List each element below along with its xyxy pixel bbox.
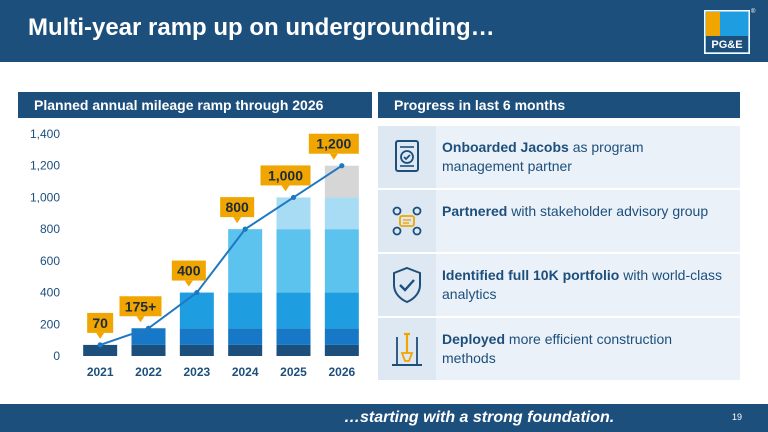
progress-text-bold: Onboarded Jacobs [442, 139, 569, 155]
logo-text: PG&E [711, 39, 742, 51]
bar-segment [83, 344, 118, 356]
progress-icon-cell [378, 126, 436, 188]
x-tick-label: 2022 [135, 365, 162, 379]
checklist-document-icon [395, 140, 419, 172]
data-label: 175+ [125, 298, 157, 314]
x-tick-label: 2021 [87, 365, 114, 379]
bar-segment [324, 229, 359, 293]
trend-point [290, 194, 297, 201]
bar-segment [179, 292, 214, 329]
data-label-box [171, 260, 206, 281]
progress-text: Onboarded Jacobs as program management p… [442, 138, 728, 176]
data-label-box [308, 133, 359, 154]
bar-segment [228, 344, 263, 356]
data-label-pointer [136, 316, 145, 323]
progress-text-bold: Deployed [442, 331, 506, 347]
y-tick-label: 400 [40, 286, 60, 300]
bar-segment [324, 292, 359, 329]
shield-check-icon [393, 266, 421, 304]
bar-segment [276, 292, 311, 329]
bar-segment [228, 292, 263, 329]
y-tick-label: 600 [40, 254, 60, 268]
data-label-pointer [329, 153, 338, 160]
progress-text: Identified full 10K portfolio with world… [442, 266, 728, 304]
bar-segment [324, 328, 359, 345]
progress-text-body: with stakeholder advisory group [507, 203, 709, 219]
progress-row: Onboarded Jacobs as program management p… [378, 126, 740, 188]
progress-text-body: as program management partner [442, 139, 644, 174]
progress-section-title: Progress in last 6 months [378, 92, 740, 118]
progress-text-body: with world-class analytics [442, 267, 723, 302]
bar-segment [276, 344, 311, 356]
data-label-pointer [233, 217, 242, 224]
data-label-pointer [281, 185, 290, 192]
chart-section-title: Planned annual mileage ramp through 2026 [18, 92, 372, 118]
data-label-box [87, 312, 114, 333]
y-tick-label: 0 [53, 349, 60, 363]
trend-line [99, 164, 343, 346]
progress-text-bold: Identified full 10K portfolio [442, 267, 620, 283]
trend-point [145, 325, 152, 331]
people-collaboration-icon [392, 206, 422, 236]
x-tick-label: 2024 [232, 365, 259, 379]
bar-segment [228, 229, 263, 293]
data-label: 800 [225, 199, 249, 215]
progress-text: Partnered with stakeholder advisory grou… [442, 202, 728, 221]
progress-icon-cell [378, 254, 436, 316]
bar-segment [324, 197, 359, 230]
trend-point [242, 226, 248, 232]
page-number: 19 [732, 412, 743, 422]
data-label: 1,200 [316, 136, 351, 152]
data-label: 400 [177, 263, 201, 279]
bar-segment [276, 197, 311, 230]
data-label: 1,000 [268, 167, 303, 183]
logo-registered-mark: ® [751, 8, 756, 15]
x-tick-label: 2026 [328, 365, 355, 379]
page-title: Multi-year ramp up on undergrounding… [28, 14, 495, 41]
bar-segment [131, 344, 166, 356]
data-label-box [119, 296, 162, 317]
data-label: 70 [92, 315, 108, 331]
progress-row: Deployed more efficient construction met… [378, 318, 740, 380]
progress-row: Partnered with stakeholder advisory grou… [378, 190, 740, 252]
header-banner: Multi-year ramp up on undergrounding… PG… [0, 0, 768, 62]
x-tick-label: 2025 [280, 365, 307, 379]
progress-list: Onboarded Jacobs as program management p… [378, 126, 740, 380]
y-tick-label: 1,000 [30, 190, 60, 204]
x-tick-label: 2023 [183, 365, 210, 379]
progress-icon-cell [378, 190, 436, 252]
trend-point [97, 342, 103, 348]
shovel-construction-icon [392, 332, 422, 366]
progress-icon-cell [378, 318, 436, 380]
footer-tagline: …starting with a strong foundation. [344, 409, 615, 426]
bar-segment [179, 344, 214, 356]
bar-segment [276, 229, 311, 293]
data-label-pointer [184, 280, 193, 287]
y-tick-label: 1,200 [30, 159, 60, 173]
bar-segment [276, 328, 311, 345]
footer-banner: …starting with a strong foundation. 19 [0, 404, 768, 432]
bar-segment [131, 328, 166, 345]
progress-row: Identified full 10K portfolio with world… [378, 254, 740, 316]
y-tick-label: 800 [40, 222, 60, 236]
data-label-box [260, 165, 311, 186]
pge-logo: PG&E ® [704, 8, 756, 54]
bar-segment [179, 328, 214, 345]
y-tick-label: 200 [40, 317, 60, 331]
y-tick-label: 1,400 [30, 127, 60, 141]
trend-point [339, 163, 345, 169]
data-label-box [220, 197, 255, 218]
bar-segment [324, 344, 359, 356]
trend-point [194, 289, 200, 296]
data-label-pointer [96, 332, 105, 339]
progress-text: Deployed more efficient construction met… [442, 330, 728, 368]
progress-text-bold: Partnered [442, 203, 508, 219]
bar-segment [228, 328, 263, 345]
mileage-chart: 0 200 400 600 800 1,000 1,200 1,400 2021 2022 2023… [30, 127, 359, 379]
bar-segment [324, 165, 359, 198]
progress-text-body: more efficient construction methods [442, 331, 673, 366]
